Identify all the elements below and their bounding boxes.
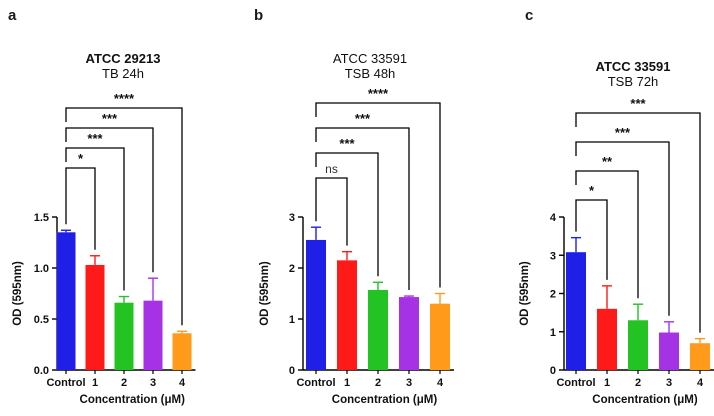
chart-subtitle: TSB 72h bbox=[608, 74, 659, 89]
panel-letter: a bbox=[8, 7, 17, 24]
bar-4 bbox=[430, 303, 450, 370]
y-tick-label: 1.0 bbox=[34, 263, 49, 275]
significance-bracket bbox=[315, 127, 410, 291]
y-tick-label: 2 bbox=[289, 263, 295, 275]
significance-label: ns bbox=[325, 162, 338, 176]
significance-label: *** bbox=[102, 111, 118, 126]
panel-letter: b bbox=[254, 7, 263, 24]
significance-label: *** bbox=[630, 96, 646, 111]
chart-title: ATCC 33591 bbox=[333, 51, 407, 66]
significance-label: *** bbox=[339, 136, 355, 151]
y-tick-label: 0.0 bbox=[34, 365, 49, 377]
x-tick-label: 2 bbox=[375, 377, 381, 389]
x-tick-label: Control bbox=[296, 377, 335, 389]
significance-bracket bbox=[315, 102, 441, 288]
x-tick-label: 2 bbox=[121, 377, 127, 389]
y-tick-label: 1 bbox=[289, 314, 295, 326]
bar-1 bbox=[597, 308, 617, 370]
y-axis-label: OD (595nm) bbox=[12, 261, 24, 326]
x-tick-label: 3 bbox=[406, 377, 412, 389]
significance-bracket bbox=[65, 147, 125, 291]
bar-control bbox=[306, 239, 326, 370]
x-tick-label: 3 bbox=[666, 377, 672, 389]
y-tick-label: 0 bbox=[550, 365, 556, 377]
x-axis-label: Concentration (μM) bbox=[332, 394, 438, 406]
y-tick-label: 3 bbox=[550, 250, 556, 262]
chart-title: ATCC 33591 bbox=[596, 59, 671, 74]
significance-bracket bbox=[65, 127, 154, 273]
significance-bracket bbox=[315, 152, 379, 277]
bar-1 bbox=[85, 264, 105, 370]
significance-bracket bbox=[65, 167, 96, 250]
bar-1 bbox=[337, 260, 357, 370]
chart-subtitle: TB 24h bbox=[102, 66, 144, 81]
bar-4 bbox=[690, 343, 710, 370]
bar-2 bbox=[628, 320, 648, 370]
y-tick-label: 1.5 bbox=[34, 212, 49, 224]
bar-control bbox=[56, 232, 76, 370]
significance-bracket bbox=[575, 141, 670, 316]
y-tick-label: 4 bbox=[550, 212, 557, 224]
x-tick-label: Control bbox=[556, 377, 595, 389]
x-tick-label: Control bbox=[46, 377, 85, 389]
y-tick-label: 3 bbox=[289, 212, 295, 224]
panel-letter: c bbox=[525, 7, 533, 24]
x-tick-label: 1 bbox=[344, 377, 350, 389]
x-tick-label: 4 bbox=[697, 377, 704, 389]
significance-bracket bbox=[575, 112, 701, 333]
bar-3 bbox=[399, 297, 419, 370]
chart-subtitle: TSB 48h bbox=[345, 66, 396, 81]
y-tick-label: 0.5 bbox=[34, 314, 49, 326]
significance-bracket bbox=[575, 170, 639, 299]
significance-label: * bbox=[78, 151, 84, 166]
significance-label: *** bbox=[615, 125, 631, 140]
x-tick-label: 1 bbox=[604, 377, 610, 389]
significance-bracket bbox=[65, 107, 183, 326]
significance-bracket bbox=[575, 199, 608, 280]
chart-title: ATCC 29213 bbox=[86, 51, 161, 66]
y-tick-label: 0 bbox=[289, 365, 295, 377]
x-axis-label: Concentration (μM) bbox=[592, 394, 698, 406]
significance-bracket bbox=[315, 177, 348, 246]
bar-2 bbox=[114, 302, 134, 370]
significance-label: * bbox=[589, 183, 595, 198]
y-axis-label: OD (595nm) bbox=[259, 261, 271, 326]
bar-3 bbox=[143, 300, 163, 370]
y-axis-label: OD (595nm) bbox=[519, 261, 531, 326]
bar-2 bbox=[368, 289, 388, 370]
x-tick-label: 4 bbox=[437, 377, 444, 389]
x-tick-label: 4 bbox=[179, 377, 186, 389]
significance-label: *** bbox=[355, 111, 371, 126]
significance-label: ** bbox=[602, 154, 613, 169]
bar-4 bbox=[172, 333, 192, 370]
x-axis-label: Concentration (μM) bbox=[80, 394, 186, 406]
bar-control bbox=[566, 252, 586, 370]
y-tick-label: 2 bbox=[550, 289, 556, 301]
x-tick-label: 1 bbox=[92, 377, 98, 389]
x-tick-label: 3 bbox=[150, 377, 156, 389]
significance-label: **** bbox=[114, 91, 135, 106]
x-tick-label: 2 bbox=[635, 377, 641, 389]
significance-label: **** bbox=[368, 86, 389, 101]
significance-label: *** bbox=[87, 131, 103, 146]
bar-3 bbox=[659, 332, 679, 370]
y-tick-label: 1 bbox=[550, 327, 556, 339]
